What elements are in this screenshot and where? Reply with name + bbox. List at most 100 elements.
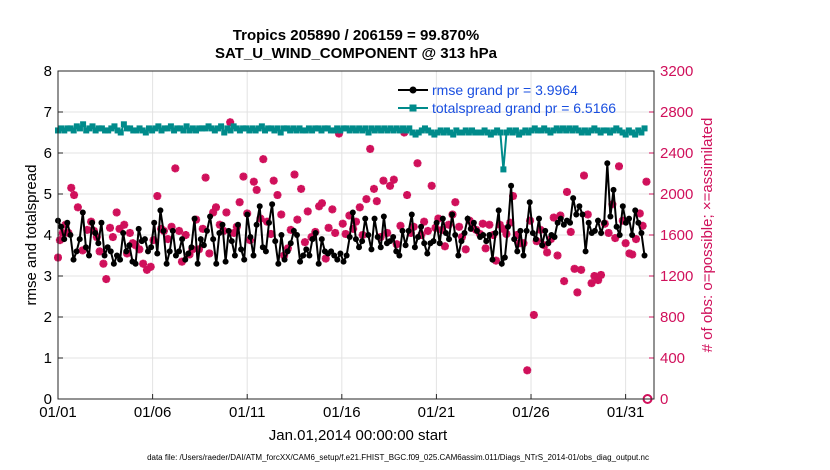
obs-marker-stroke	[297, 185, 305, 193]
obs-marker-stroke	[636, 209, 644, 218]
legend-rmse-label: rmse grand pr = 3.9964	[432, 82, 578, 98]
obs-marker-stroke	[321, 254, 330, 263]
obs-assimilated-marker	[355, 203, 364, 212]
obs-marker-stroke	[604, 229, 613, 237]
rmse-point	[185, 250, 192, 257]
obs-marker-stroke	[324, 224, 333, 232]
totalspread-point	[80, 121, 87, 128]
obs-marker-stroke	[580, 171, 588, 180]
rmse-point	[430, 238, 437, 245]
rmse-point	[362, 215, 369, 222]
obs-marker-stroke	[370, 185, 378, 193]
rmse-point	[163, 260, 170, 267]
totalspread-point	[490, 129, 497, 136]
rmse-point	[567, 219, 574, 226]
totalspread-point	[472, 129, 479, 136]
rmse-point	[511, 236, 518, 243]
totalspread-point	[233, 125, 240, 132]
totalspread-point	[522, 127, 529, 134]
rmse-point	[359, 238, 366, 245]
obs-assimilated-marker	[139, 259, 148, 268]
rmse-point	[191, 215, 198, 222]
left-axis-labels: 0 1 2 3 4 5 6 7 8	[44, 63, 52, 408]
obs-assimilated-marker	[259, 155, 268, 164]
obs-assimilated-marker	[369, 184, 378, 193]
rmse-point	[210, 236, 217, 243]
obs-marker-stroke	[396, 221, 405, 230]
totalspread-point	[240, 125, 247, 132]
rmse-point	[244, 211, 251, 218]
rmse-point	[266, 219, 273, 226]
y-left-tick-label: 5	[44, 186, 52, 203]
totalspread-point	[164, 125, 171, 132]
totalspread-point	[89, 123, 96, 130]
totalspread-point	[352, 127, 359, 134]
obs-assimilated-marker	[222, 208, 231, 217]
totalspread-point	[290, 125, 297, 132]
totalspread-point	[221, 129, 228, 136]
totalspread-point	[70, 127, 77, 134]
obs-marker-stroke	[112, 208, 121, 217]
totalspread-point	[142, 129, 149, 136]
obs-marker-stroke	[481, 244, 490, 253]
obs-assimilated-marker	[297, 184, 306, 193]
rmse-point	[486, 232, 493, 238]
rmse-point	[402, 242, 409, 249]
obs-marker-stroke	[102, 275, 111, 283]
y-left-tick-label: 6	[44, 145, 52, 162]
totalspread-point	[447, 129, 454, 136]
rmse-point	[514, 248, 521, 255]
obs-marker-stroke	[628, 250, 637, 259]
obs-marker-stroke	[338, 219, 347, 228]
obs-assimilated-marker	[553, 251, 562, 260]
totalspread-point	[378, 127, 385, 134]
obs-marker-stroke	[563, 188, 571, 196]
obs-assimilated-marker	[597, 270, 606, 279]
rmse-point	[498, 260, 505, 267]
obs-marker-stroke	[175, 227, 183, 235]
rmse-point	[222, 258, 229, 265]
totalspread-point	[500, 166, 507, 173]
totalspread-point	[465, 129, 472, 136]
totalspread-point	[296, 125, 303, 132]
rmse-point	[396, 252, 403, 259]
obs-assimilated-marker	[566, 227, 575, 236]
rmse-point	[607, 213, 614, 220]
rmse-point	[262, 248, 269, 255]
obs-marker-stroke	[198, 225, 207, 233]
rmse-point	[228, 238, 235, 245]
totalspread-point	[616, 127, 623, 134]
rmse-point	[284, 248, 291, 255]
obs-assimilated-marker	[455, 222, 464, 231]
y-right-tick-label: 2400	[660, 145, 693, 162]
rmse-point	[67, 232, 74, 238]
rmse-point	[591, 227, 598, 234]
totalspread-point	[600, 127, 607, 134]
rmse-point	[411, 244, 418, 251]
totalspread-point	[64, 125, 71, 132]
rmse-point	[241, 256, 248, 263]
rmse-point	[573, 211, 580, 218]
rmse-point	[560, 221, 567, 228]
rmse-point	[250, 252, 257, 259]
x-tick-label: 01/06	[134, 404, 172, 421]
obs-assimilated-marker	[249, 177, 258, 186]
obs-marker-stroke	[373, 197, 381, 205]
rmse-point	[616, 232, 623, 238]
obs-marker-stroke	[530, 311, 538, 319]
totalspread-point	[98, 125, 105, 132]
rmse-point	[343, 252, 350, 259]
rmse-point	[439, 215, 446, 222]
totalspread-point	[274, 125, 281, 132]
rmse-point	[166, 248, 173, 255]
obs-marker-stroke	[290, 170, 299, 179]
totalspread-point	[356, 125, 363, 132]
obs-assimilated-marker	[614, 162, 623, 171]
totalspread-point	[456, 129, 463, 136]
rmse-point	[576, 203, 583, 210]
totalspread-point	[384, 127, 391, 134]
x-tick-label: 01/16	[323, 404, 361, 421]
totalspread-point	[619, 129, 626, 136]
rmse-point	[458, 238, 465, 245]
totalspread-point	[475, 129, 482, 136]
